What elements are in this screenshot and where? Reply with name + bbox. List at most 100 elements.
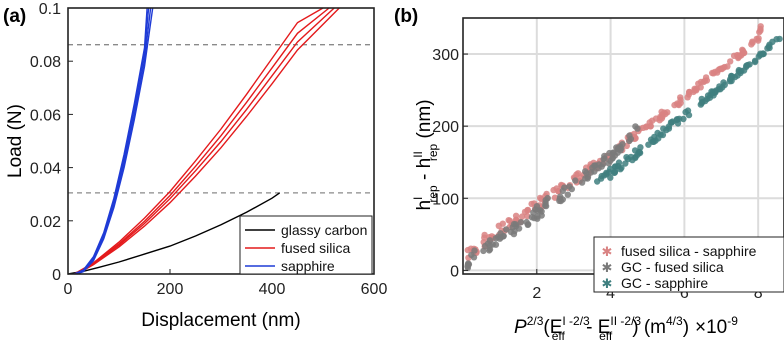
- curve-line: [74, 7, 330, 275]
- legend-label: sapphire: [281, 258, 335, 274]
- panel-label-a: (a): [3, 6, 26, 27]
- data-point: [486, 247, 493, 254]
- data-point: [544, 194, 551, 202]
- data-point: [486, 237, 494, 244]
- data-point: [629, 156, 636, 164]
- data-point: [697, 78, 705, 86]
- data-point: [720, 79, 727, 86]
- data-point: [566, 183, 573, 190]
- data-point: [500, 233, 507, 240]
- data-point: [607, 165, 614, 173]
- series-glassy-carbon: [67, 192, 281, 275]
- curve-line: [73, 7, 148, 275]
- x-tick-label: 600: [361, 281, 388, 298]
- data-point: [618, 164, 625, 171]
- legend-item-sapphire: sapphire: [245, 258, 335, 274]
- data-point: [509, 224, 516, 231]
- data-point: [559, 187, 566, 195]
- data-point: [510, 230, 518, 238]
- curve-line: [67, 192, 281, 275]
- data-point: [528, 214, 536, 221]
- data-point: [676, 115, 683, 123]
- legend-item-fused-silica: fused silica: [245, 240, 350, 256]
- x-tick-label: 200: [157, 281, 184, 298]
- data-point: [719, 84, 726, 91]
- data-point: [553, 185, 560, 192]
- panel-a: 0 200 400 600 0 0.02 0.04 0.06 0.08 0.1 (a) Displ…: [3, 1, 387, 331]
- y-tick-label: 0.04: [30, 161, 61, 178]
- curve-line: [74, 7, 150, 275]
- y-tick-label: 0: [450, 263, 459, 280]
- svg-text:✱: ✱: [602, 245, 613, 260]
- scatter-points: [464, 23, 783, 272]
- data-point: [626, 137, 633, 145]
- panel-b: 2 4 6 8 0 100 200 300 (b) hIrep - hIIrep (nm) P…: [394, 6, 784, 343]
- data-point: [503, 226, 510, 233]
- y-tick-label: 100: [432, 191, 459, 208]
- ticks-b: 2 4 6 8 0 100 200 300: [432, 47, 762, 302]
- x-tick-label: 4: [606, 285, 615, 302]
- data-point: [518, 213, 526, 220]
- data-point: [655, 135, 662, 142]
- data-point: [482, 242, 489, 250]
- curve-line: [73, 7, 324, 275]
- series-GC---sapphire: [594, 35, 783, 185]
- data-point: [564, 191, 571, 198]
- data-point: [703, 77, 711, 84]
- data-point: [714, 69, 721, 76]
- data-point: [697, 84, 704, 91]
- data-point: [755, 35, 762, 42]
- data-point: [704, 95, 711, 103]
- data-point: [734, 51, 741, 59]
- y-tick-label: 0.08: [30, 54, 61, 71]
- data-point: [709, 69, 716, 77]
- data-point: [619, 141, 626, 148]
- data-point: [665, 125, 673, 132]
- legend-label: fused silica - sapphire: [621, 243, 757, 259]
- data-point: [515, 225, 523, 232]
- curve-line: [76, 7, 340, 275]
- reference-lines: [68, 44, 374, 194]
- data-point: [517, 219, 525, 226]
- data-point: [659, 131, 667, 139]
- data-point: [481, 234, 488, 241]
- data-point: [534, 215, 541, 222]
- data-point: [749, 39, 756, 46]
- data-point: [542, 202, 550, 210]
- legend-label: glassy carbon: [281, 222, 367, 238]
- data-point: [499, 220, 506, 227]
- curve-line: [76, 7, 154, 275]
- data-point: [559, 196, 566, 203]
- data-point: [634, 125, 641, 132]
- data-point: [658, 108, 665, 116]
- legend-label: GC - sapphire: [621, 275, 708, 291]
- data-point: [698, 99, 705, 107]
- y-tick-label: 0.1: [39, 1, 61, 18]
- data-point: [669, 118, 676, 125]
- x-tick-label: 0: [64, 281, 73, 298]
- x-tick-label: 8: [754, 285, 763, 302]
- data-point: [613, 144, 620, 151]
- data-point: [525, 221, 532, 228]
- data-point: [728, 72, 735, 80]
- x-axis-label-a: Displacement (nm): [141, 310, 300, 331]
- legend-item-gc-sapphire: ✱ GC - sapphire: [602, 275, 709, 292]
- legend-a: glassy carbon fused silica sapphire: [239, 215, 373, 275]
- data-point: [690, 88, 697, 96]
- data-point: [647, 122, 654, 130]
- data-point: [773, 36, 780, 43]
- legend-item-glassy-carbon: glassy carbon: [245, 222, 367, 238]
- y-tick-label: 0.02: [30, 214, 61, 231]
- data-point: [740, 49, 748, 57]
- curve-line: [75, 7, 335, 275]
- y-tick-label: 200: [432, 119, 459, 136]
- data-point: [480, 247, 487, 255]
- svg-text:✱: ✱: [602, 261, 613, 276]
- data-point: [637, 144, 644, 151]
- data-point: [468, 251, 475, 259]
- data-point: [743, 62, 750, 69]
- data-point: [538, 208, 545, 215]
- series-GC---fused-silica: [464, 123, 641, 272]
- data-point: [584, 175, 591, 182]
- data-point: [615, 159, 623, 166]
